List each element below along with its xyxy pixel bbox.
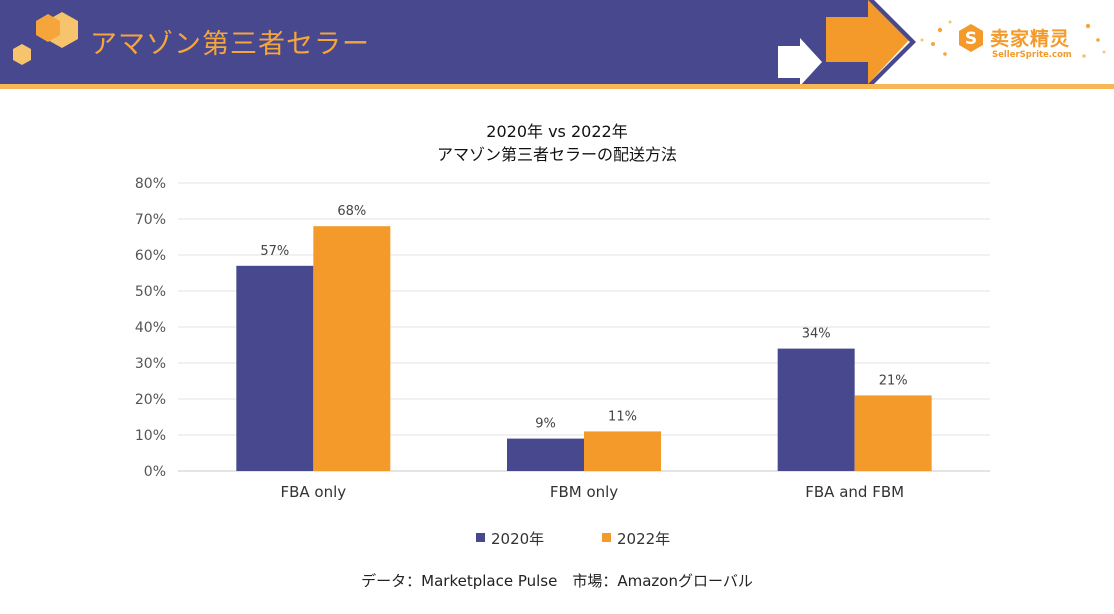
bar [777, 348, 855, 471]
legend-swatch-2022 [602, 533, 611, 542]
data-label: 68% [337, 204, 366, 219]
data-label: 9% [535, 417, 556, 432]
y-tick-label: 40% [135, 320, 166, 336]
x-tick-label: FBM only [550, 483, 618, 501]
page-title: アマゾン第三者セラー [90, 29, 370, 60]
hexagon-logo-icon [13, 12, 78, 65]
bar [584, 431, 661, 471]
x-tick-label: FBA only [280, 483, 346, 501]
y-tick-label: 60% [135, 248, 166, 264]
arrow-right-icon [778, 38, 822, 86]
y-tick-label: 70% [135, 212, 166, 228]
header-accent-line [0, 84, 1114, 89]
bar [507, 438, 584, 471]
chart-title: 2020年 vs 2022年 [486, 122, 628, 141]
y-tick-label: 10% [135, 428, 166, 444]
brand-url: SellerSprite.com [992, 50, 1072, 60]
y-tick-label: 20% [135, 392, 166, 408]
legend-swatch-2020 [476, 533, 485, 542]
svg-text:S: S [965, 29, 977, 49]
header-graphics: S [13, 0, 1106, 86]
header: S アマゾン第三者セラー 卖家精灵 SellerSprite.com [0, 0, 1114, 90]
y-tick-label: 50% [135, 284, 166, 300]
bar [236, 265, 314, 471]
y-tick-label: 0% [144, 464, 166, 480]
chart-subtitle: アマゾン第三者セラーの配送方法 [436, 145, 677, 164]
bar [854, 395, 932, 471]
bar [313, 226, 391, 471]
data-label: 57% [260, 244, 289, 259]
brand-name: 卖家精灵 [990, 28, 1071, 50]
legend-label-2020: 2020年 [491, 530, 545, 548]
data-label: 21% [879, 373, 908, 388]
x-tick-label: FBA and FBM [805, 483, 904, 501]
legend-label-2022: 2022年 [617, 530, 671, 548]
data-label: 34% [802, 327, 831, 342]
y-tick-label: 30% [135, 356, 166, 372]
sellersprite-logo-icon: S [920, 20, 1106, 58]
header-band [0, 0, 868, 84]
data-label: 11% [608, 409, 637, 424]
y-tick-label: 80% [135, 176, 166, 192]
source-note: データ：Marketplace Pulse 市場：Amazonグローバル [361, 572, 753, 590]
